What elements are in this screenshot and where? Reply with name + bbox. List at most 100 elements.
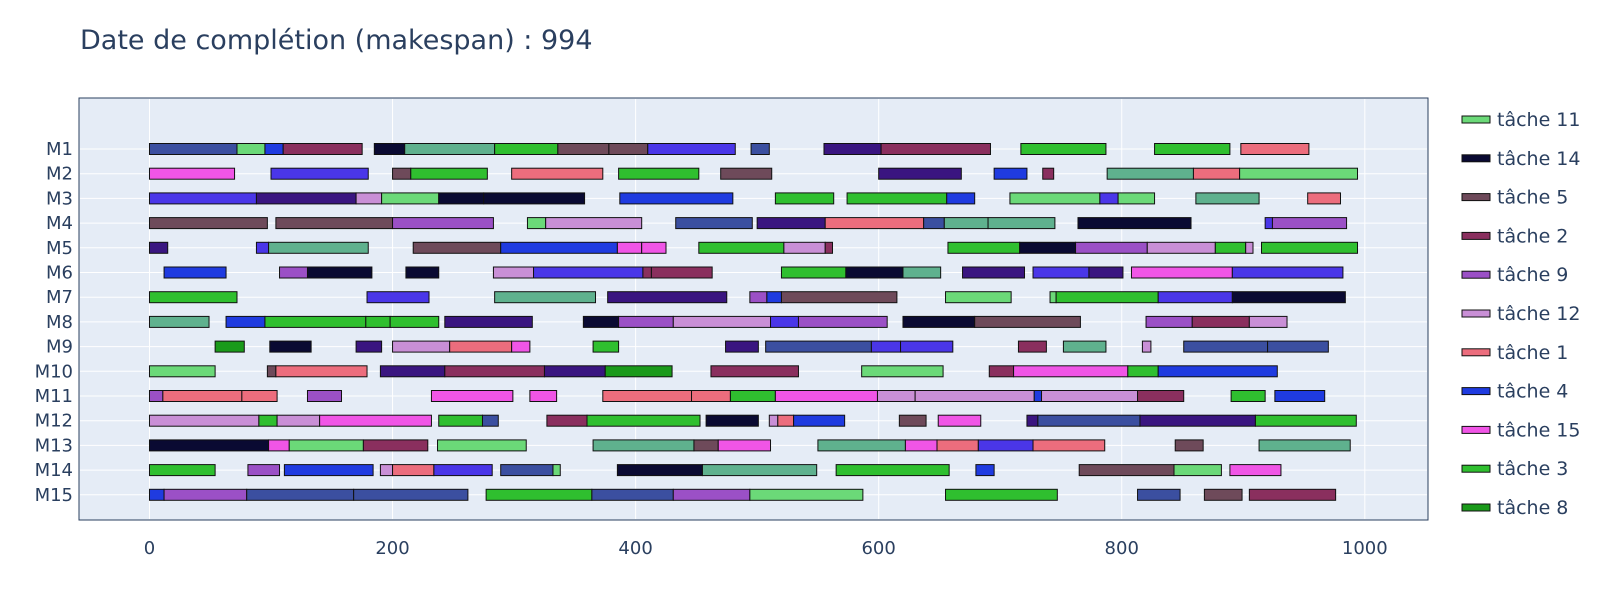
gantt-bar (1032, 439, 1106, 452)
gantt-bar (148, 241, 169, 254)
gantt-bar (1049, 291, 1057, 304)
gantt-bar (1271, 217, 1348, 230)
gantt-bar (642, 266, 652, 279)
gantt-bar (163, 266, 227, 279)
plot-area (78, 97, 1429, 521)
gantt-bar (381, 192, 440, 205)
gantt-bar (768, 414, 779, 427)
gantt-bar (876, 390, 916, 402)
legend-swatch (1461, 193, 1491, 202)
gantt-bar (1088, 266, 1124, 279)
gantt-bar (1020, 143, 1107, 155)
gantt-bar (870, 340, 902, 353)
gantt-bar (1203, 488, 1243, 501)
gantt-bar (412, 241, 502, 254)
legend-swatch (1461, 425, 1491, 434)
gantt-bar (861, 365, 944, 378)
gantt-bar (729, 390, 776, 402)
y-tick-label: M7 (46, 287, 73, 308)
gantt-bar (1191, 315, 1250, 328)
y-tick-label: M9 (46, 337, 73, 358)
gantt-bar (1157, 291, 1233, 304)
gantt-bar (1274, 390, 1326, 402)
gantt-bar (1033, 390, 1043, 402)
gantt-bar (1032, 266, 1090, 279)
gantt-bar (214, 340, 245, 353)
gantt-bar (444, 315, 533, 328)
gantt-bar (362, 439, 429, 452)
gantt-bar (1240, 143, 1310, 155)
gantt-bar (904, 439, 938, 452)
gantt-bar (1154, 143, 1231, 155)
legend-swatch (1461, 154, 1491, 163)
y-tick-label: M2 (46, 164, 73, 185)
gantt-bar (148, 365, 216, 378)
legend-label: tâche 14 (1497, 148, 1581, 170)
gantt-bar (1127, 365, 1159, 378)
gantt-bar (902, 266, 942, 279)
gantt-bar (430, 390, 514, 402)
gantt-bar (148, 167, 236, 180)
gantt-bar (898, 414, 927, 427)
gantt-bar (268, 241, 369, 254)
gantt-bar (780, 266, 847, 279)
gantt-bar (392, 217, 494, 230)
gantt-bar (492, 266, 535, 279)
gantt-bar (236, 143, 266, 155)
legend-swatch (1461, 231, 1491, 240)
gantt-bar (774, 390, 878, 402)
gantt-bar (824, 217, 925, 230)
gantt-bar (977, 439, 1034, 452)
legend-swatch (1461, 503, 1491, 512)
gantt-bar (500, 241, 618, 254)
y-tick-label: M12 (35, 411, 73, 432)
gantt-bar (1248, 315, 1288, 328)
gantt-bar (1078, 464, 1175, 477)
gantt-bar (148, 192, 257, 205)
gantt-bar (1195, 192, 1260, 205)
gantt-bar (783, 241, 826, 254)
gantt-bar (148, 217, 268, 230)
x-tick-label: 400 (618, 538, 652, 559)
gantt-bar (705, 414, 759, 427)
gantt-bar (148, 315, 210, 328)
gantt-bar (1264, 217, 1273, 230)
legend-label: tâche 2 (1497, 225, 1568, 247)
gantt-bar (392, 167, 412, 180)
gantt-bar (494, 143, 559, 155)
gantt-bar (691, 390, 731, 402)
gantt-bar (988, 365, 1015, 378)
gantt-bar (846, 192, 948, 205)
gantt-bar (1231, 291, 1346, 304)
gantt-bar (1106, 167, 1194, 180)
legend-label: tâche 8 (1497, 497, 1568, 519)
gantt-bar (945, 291, 1012, 304)
gantt-bar (777, 414, 795, 427)
gantt-bar (404, 143, 496, 155)
gantt-bar (543, 365, 606, 378)
gantt-bar (672, 315, 772, 328)
gantt-bar (1192, 167, 1241, 180)
gantt-bar (797, 315, 888, 328)
gantt-bar (945, 488, 1058, 501)
gantt-bar (1077, 217, 1192, 230)
legend-label: tâche 5 (1497, 187, 1568, 209)
gantt-bar (306, 266, 373, 279)
gantt-bar (355, 192, 383, 205)
gantt-bar (533, 266, 644, 279)
gantt-bar (1248, 488, 1337, 501)
gantt-bar (511, 167, 604, 180)
x-tick-label: 600 (861, 538, 895, 559)
gantt-bar (437, 439, 527, 452)
gantt-bar (1239, 167, 1359, 180)
gantt-bar (582, 315, 620, 328)
gantt-bar (749, 291, 768, 304)
gantt-bar (241, 390, 278, 402)
legend-swatch (1461, 115, 1491, 124)
gantt-bar (148, 390, 164, 402)
gantt-bar (780, 291, 898, 304)
gantt-bar (1245, 241, 1254, 254)
gantt-bar (607, 291, 728, 304)
x-tick-label: 0 (144, 538, 155, 559)
